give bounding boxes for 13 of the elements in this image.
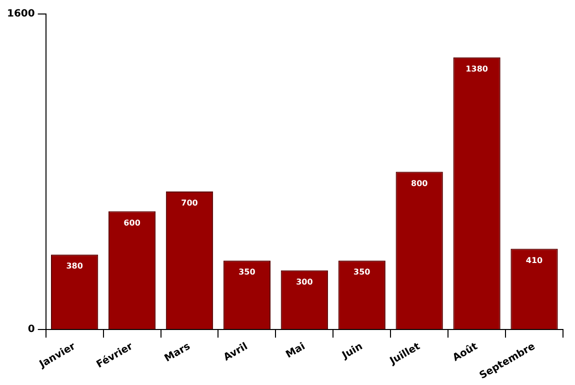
data-label: 410 bbox=[526, 256, 544, 265]
data-label: 600 bbox=[124, 218, 141, 228]
data-label: 380 bbox=[66, 262, 84, 271]
data-label: 350 bbox=[238, 268, 256, 277]
data-label: 1380 bbox=[466, 64, 488, 74]
y-tick-label: 0 bbox=[28, 324, 35, 336]
data-label: 350 bbox=[354, 268, 371, 277]
x-tick-label: Mai bbox=[284, 341, 308, 361]
data-label: 800 bbox=[410, 178, 428, 188]
x-tick-label: Juin bbox=[340, 341, 365, 362]
data-label: 700 bbox=[181, 198, 198, 208]
data-label: 300 bbox=[296, 278, 314, 287]
y-tick-label: 1600 bbox=[6, 8, 35, 20]
